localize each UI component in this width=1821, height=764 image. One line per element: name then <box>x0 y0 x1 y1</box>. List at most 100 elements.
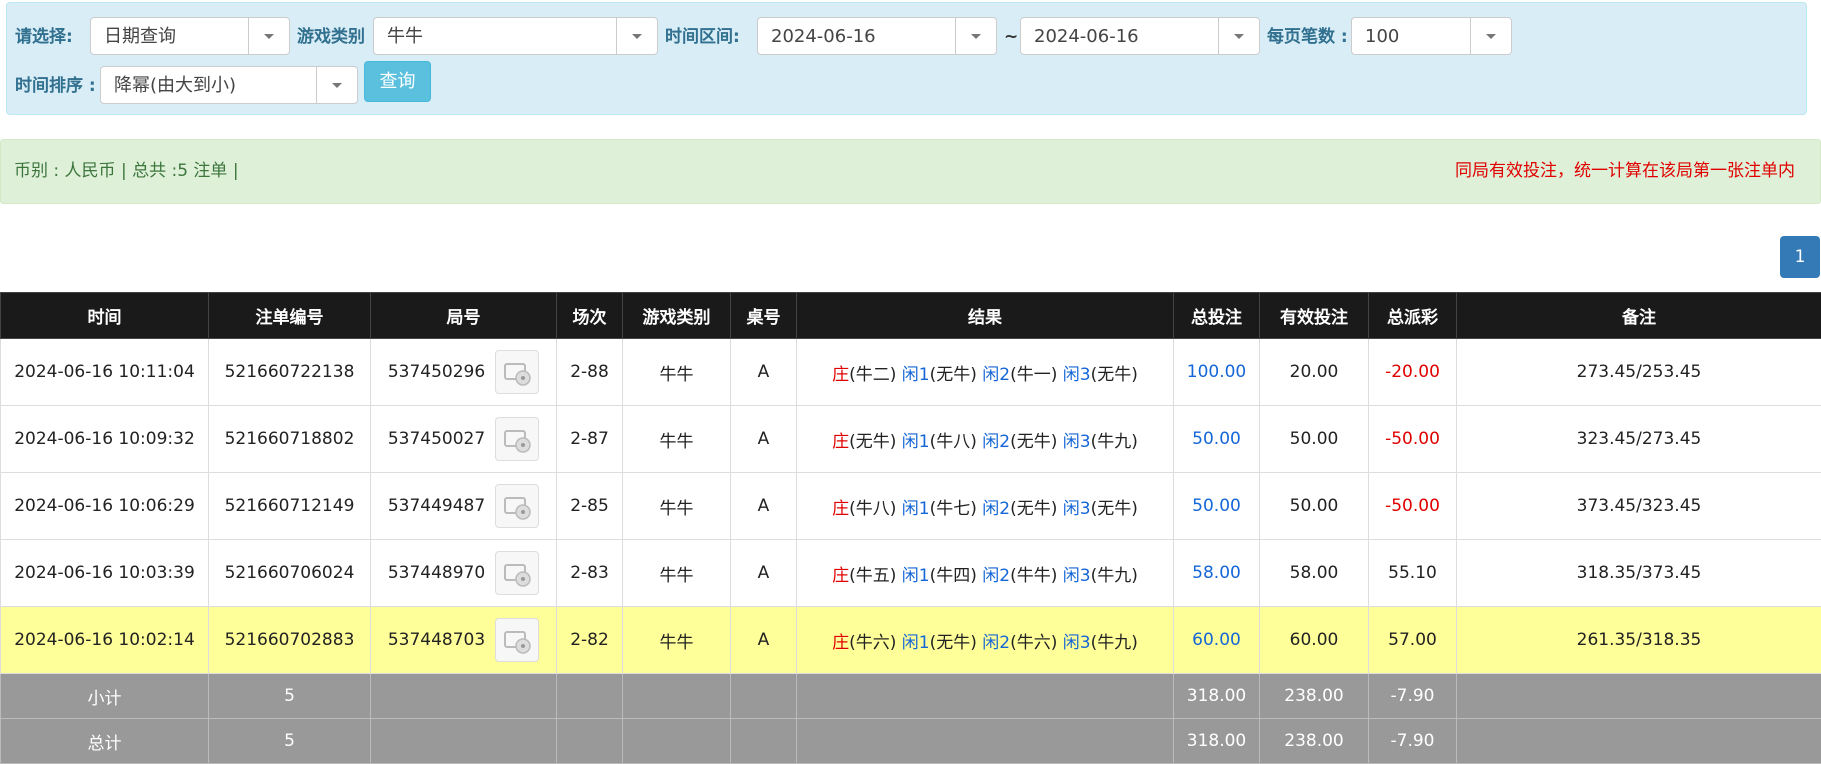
result-hand: (无牛) <box>849 432 896 452</box>
select-value: 牛牛 <box>387 26 423 47</box>
column-header: 桌号 <box>731 293 797 339</box>
result-side: 闲2 <box>982 566 1010 586</box>
cell: A <box>731 473 797 540</box>
result-side: 闲1 <box>902 499 930 519</box>
cell: 2-85 <box>557 473 623 540</box>
cell: 2-83 <box>557 540 623 607</box>
cell: -7.90 <box>1369 719 1457 764</box>
video-icon[interactable] <box>495 618 539 662</box>
cell: 2-87 <box>557 406 623 473</box>
select-value: 2024-06-16 <box>771 26 876 47</box>
label: 时间排序 : <box>15 66 96 106</box>
cell: 50.00 <box>1260 406 1369 473</box>
cell: A <box>731 607 797 674</box>
video-icon[interactable] <box>495 350 539 394</box>
filter-panel: 请选择: 日期查询 游戏类别 牛牛 时间区间: 2024-06-16 ~ 202… <box>6 2 1807 115</box>
icon <box>496 552 538 594</box>
cell: -20.00 <box>1369 339 1457 406</box>
video-icon[interactable] <box>495 551 539 595</box>
result-hand: (无牛) <box>1091 365 1138 385</box>
cell: 60.00 <box>1260 607 1369 674</box>
cell: 100.00 <box>1174 339 1260 406</box>
cell: 2024-06-16 10:09:32 <box>1 406 209 473</box>
column-header: 游戏类别 <box>623 293 731 339</box>
result-side: 闲3 <box>1063 499 1091 519</box>
column-header: 备注 <box>1457 293 1821 339</box>
summary-bar: 币别 : 人民币 | 总共 :5 注单 | 同局有效投注，统一计算在该局第一张注… <box>0 139 1821 204</box>
cell <box>797 674 1174 719</box>
cell: 318.35/373.45 <box>1457 540 1821 607</box>
caret <box>316 67 357 103</box>
cell: 20.00 <box>1260 339 1369 406</box>
result-hand: (牛四) <box>930 566 977 586</box>
page-button[interactable]: 1 <box>1780 236 1820 278</box>
cell: A <box>731 540 797 607</box>
select[interactable]: 日期查询 <box>90 17 290 55</box>
result-side: 闲2 <box>982 432 1010 452</box>
result-hand: (无牛) <box>930 365 977 385</box>
select[interactable]: 牛牛 <box>373 17 658 55</box>
cell: 2024-06-16 10:06:29 <box>1 473 209 540</box>
cell <box>1457 674 1821 719</box>
cell: 总计 <box>1 719 209 764</box>
select-value: 日期查询 <box>104 26 176 47</box>
date-select[interactable]: 2024-06-16 <box>757 17 997 55</box>
cell <box>731 719 797 764</box>
cell <box>557 719 623 764</box>
round-cell: 537448970 <box>371 540 557 607</box>
video-icon[interactable] <box>495 484 539 528</box>
cell: 5 <box>209 719 371 764</box>
caret <box>1218 18 1259 54</box>
round-number: 537450027 <box>388 429 485 449</box>
cell: 55.10 <box>1369 540 1457 607</box>
result-hand: (无牛) <box>1091 499 1138 519</box>
round-cell: 537448703 <box>371 607 557 674</box>
caret <box>616 18 657 54</box>
result-hand: (无牛) <box>930 633 977 653</box>
result-hand: (无牛) <box>1010 432 1057 452</box>
cell: 2-82 <box>557 607 623 674</box>
header-row: 时间注单编号局号场次游戏类别桌号结果总投注有效投注总派彩备注 <box>1 293 1821 339</box>
cell: 牛牛 <box>623 406 731 473</box>
round-number: 537448970 <box>388 563 485 583</box>
result-side: 闲2 <box>982 365 1010 385</box>
cell: 2024-06-16 10:11:04 <box>1 339 209 406</box>
result-hand: (无牛) <box>1010 499 1057 519</box>
cell: 5 <box>209 674 371 719</box>
cell: 318.00 <box>1174 674 1260 719</box>
result-side: 闲3 <box>1063 566 1091 586</box>
round-cell: 537450027 <box>371 406 557 473</box>
select[interactable]: 降幂(由大到小) <box>100 66 358 104</box>
result-hand: (牛九) <box>1091 566 1138 586</box>
icon <box>496 485 538 527</box>
select[interactable]: 100 <box>1351 17 1512 55</box>
column-header: 时间 <box>1 293 209 339</box>
cell: -7.90 <box>1369 674 1457 719</box>
result-side: 闲3 <box>1063 432 1091 452</box>
cell: 521660718802 <box>209 406 371 473</box>
result-side: 闲2 <box>982 499 1010 519</box>
select-value: 降幂(由大到小) <box>114 75 236 96</box>
cell: 2024-06-16 10:02:14 <box>1 607 209 674</box>
label: 时间区间: <box>665 17 740 57</box>
result-cell: 庄(牛二) 闲1(无牛) 闲2(牛一) 闲3(无牛) <box>797 339 1174 406</box>
cell: 373.45/323.45 <box>1457 473 1821 540</box>
cell: A <box>731 339 797 406</box>
video-icon[interactable] <box>495 417 539 461</box>
date-select[interactable]: 2024-06-16 <box>1020 17 1260 55</box>
query-button[interactable]: 查询 <box>364 61 431 102</box>
column-header: 场次 <box>557 293 623 339</box>
result-hand: (牛五) <box>849 566 896 586</box>
cell <box>623 719 731 764</box>
cell: 238.00 <box>1260 674 1369 719</box>
cell: 牛牛 <box>623 339 731 406</box>
caret <box>955 18 996 54</box>
cell: 2-88 <box>557 339 623 406</box>
label: 请选择: <box>15 17 73 57</box>
cell <box>731 674 797 719</box>
summary-text: 币别 : 人民币 | 总共 :5 注单 | <box>14 140 239 203</box>
column-header: 总投注 <box>1174 293 1260 339</box>
